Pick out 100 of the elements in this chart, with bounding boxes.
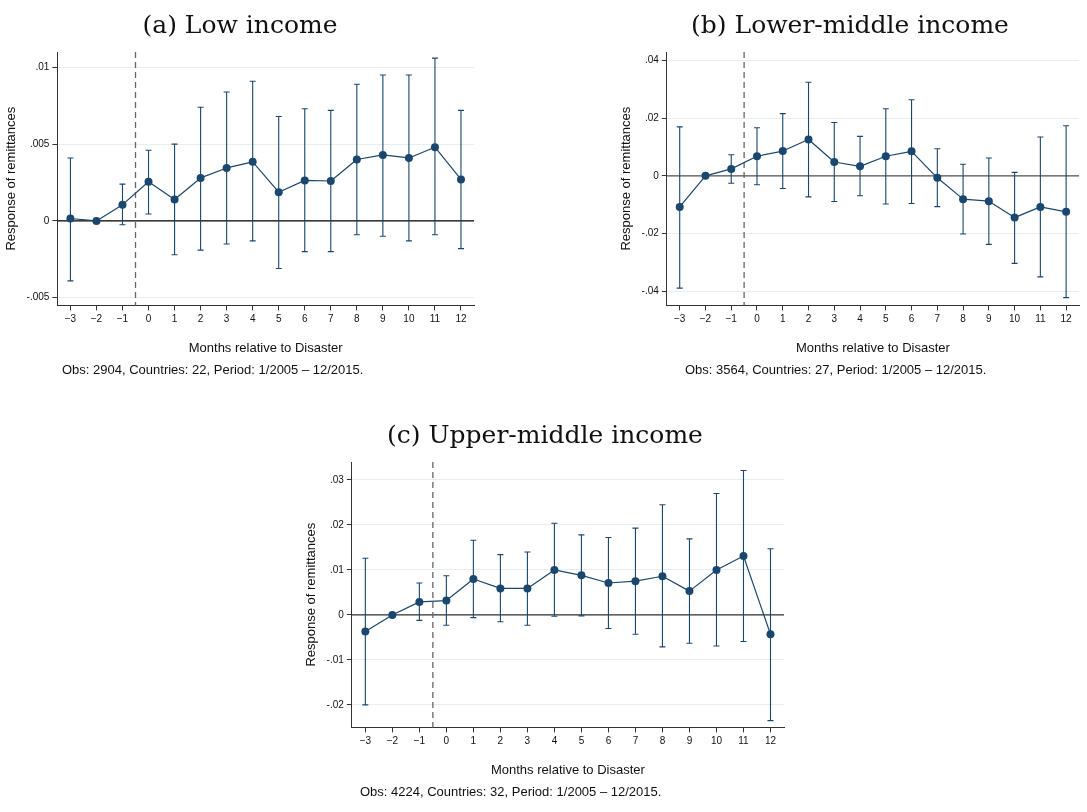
text: Obs: 4224, Countries: 32, Period: 1/2005 – 12/2015. <box>359 784 663 799</box>
point <box>469 574 478 583</box>
point <box>766 630 775 639</box>
point <box>550 565 559 574</box>
x-tick-label: 9 <box>986 313 993 325</box>
x-tick-label: 7 <box>328 313 335 325</box>
point <box>415 597 424 606</box>
point <box>118 200 127 209</box>
y-tick-label: 0 <box>43 214 50 226</box>
y-tick-label: .005 <box>29 137 50 149</box>
point <box>675 202 684 211</box>
x-tick-label: −1 <box>116 313 129 325</box>
y-axis-title: Response of remittances <box>618 106 634 251</box>
x-tick-label: 2 <box>197 313 204 325</box>
point <box>712 565 721 574</box>
x-tick-label: 3 <box>223 313 230 325</box>
x-tick-label: −3 <box>674 313 686 325</box>
x-tick-label: 3 <box>524 735 531 747</box>
point <box>752 152 761 161</box>
x-tick-label: 6 <box>605 735 612 747</box>
point <box>984 197 993 206</box>
x-tick-label: 1 <box>171 313 178 325</box>
x-tick-label: 7 <box>632 735 639 747</box>
x-tick-label: 10 <box>710 735 723 747</box>
point <box>685 587 694 596</box>
x-tick-label: 5 <box>578 735 585 747</box>
x-tick-label: 4 <box>249 313 256 325</box>
y-axis-title: Response of remittances <box>303 522 319 667</box>
x-tick-label: 6 <box>908 313 915 325</box>
x-axis-title: Months relative to Disaster <box>795 339 951 355</box>
x-axis-title: Months relative to Disaster <box>188 339 344 355</box>
x-tick-label: −3 <box>64 313 77 325</box>
y-tick-label: .04 <box>644 54 660 66</box>
x-tick-label: 10 <box>1009 313 1021 325</box>
point <box>326 177 335 185</box>
text: Obs: 2904, Countries: 22, Period: 1/2005 – 12/2015. <box>61 362 365 377</box>
point <box>658 572 667 581</box>
chart-title: (b) Lower-middle income <box>690 9 1010 41</box>
point <box>274 188 283 197</box>
point <box>404 153 413 162</box>
point <box>1010 213 1019 222</box>
point <box>604 579 613 587</box>
chart-title: (a) Low income <box>141 9 339 41</box>
y-tick-label: 0 <box>653 169 660 181</box>
x-tick-label: 5 <box>883 313 890 325</box>
x-tick-label: 8 <box>960 313 967 325</box>
point <box>778 147 787 156</box>
point <box>804 135 813 144</box>
point <box>66 214 75 223</box>
point <box>523 584 532 593</box>
point <box>577 571 586 580</box>
x-tick-label: 11 <box>429 313 441 325</box>
point <box>856 162 865 171</box>
x-tick-label: 2 <box>497 735 504 747</box>
x-tick-label: 6 <box>301 313 308 325</box>
x-tick-label: 0 <box>754 313 761 325</box>
x-tick-label: 4 <box>551 735 558 747</box>
point <box>442 596 451 605</box>
x-axis-title: Months relative to Disaster <box>490 761 646 777</box>
x-tick-label: −1 <box>413 735 426 747</box>
x-tick-label: −2 <box>699 313 712 325</box>
point <box>196 173 205 182</box>
point <box>300 176 309 185</box>
chart-title: (c) Upper-middle income <box>386 419 704 451</box>
x-tick-label: 3 <box>831 313 838 325</box>
x-tick-label: 12 <box>1060 313 1073 325</box>
point <box>1062 207 1071 216</box>
y-tick-label: -.01 <box>326 653 345 665</box>
point <box>701 171 710 180</box>
y-tick-label: -.02 <box>326 698 345 710</box>
point <box>1036 202 1045 211</box>
x-tick-label: 1 <box>470 735 477 747</box>
y-tick-label: -.04 <box>641 284 660 296</box>
x-tick-label: 8 <box>659 735 666 747</box>
x-tick-label: 9 <box>380 313 387 325</box>
y-tick-label: 0 <box>338 608 345 620</box>
x-tick-label: −3 <box>359 735 372 747</box>
y-tick-label: .02 <box>329 518 345 530</box>
x-tick-label: 0 <box>145 313 152 325</box>
point <box>92 216 101 225</box>
x-tick-label: 8 <box>354 313 361 325</box>
y-tick-label: .02 <box>644 111 660 123</box>
x-tick-label: 1 <box>779 313 786 325</box>
point <box>248 157 257 166</box>
x-tick-label: 2 <box>805 313 812 325</box>
x-tick-label: 4 <box>857 313 864 325</box>
x-tick-label: 9 <box>686 735 693 747</box>
point <box>388 610 397 619</box>
point <box>933 173 942 182</box>
point <box>959 195 968 204</box>
text: Obs: 3564, Countries: 27, Period: 1/2005 – 12/2015. <box>684 362 988 377</box>
x-tick-label: −2 <box>90 313 103 325</box>
x-tick-label: 5 <box>275 313 282 325</box>
point <box>222 163 231 172</box>
point <box>170 195 179 204</box>
point <box>430 143 439 152</box>
y-tick-label: .01 <box>329 563 345 575</box>
x-tick-label: 11 <box>1035 313 1046 325</box>
point <box>352 155 361 164</box>
x-tick-label: 10 <box>403 313 415 325</box>
